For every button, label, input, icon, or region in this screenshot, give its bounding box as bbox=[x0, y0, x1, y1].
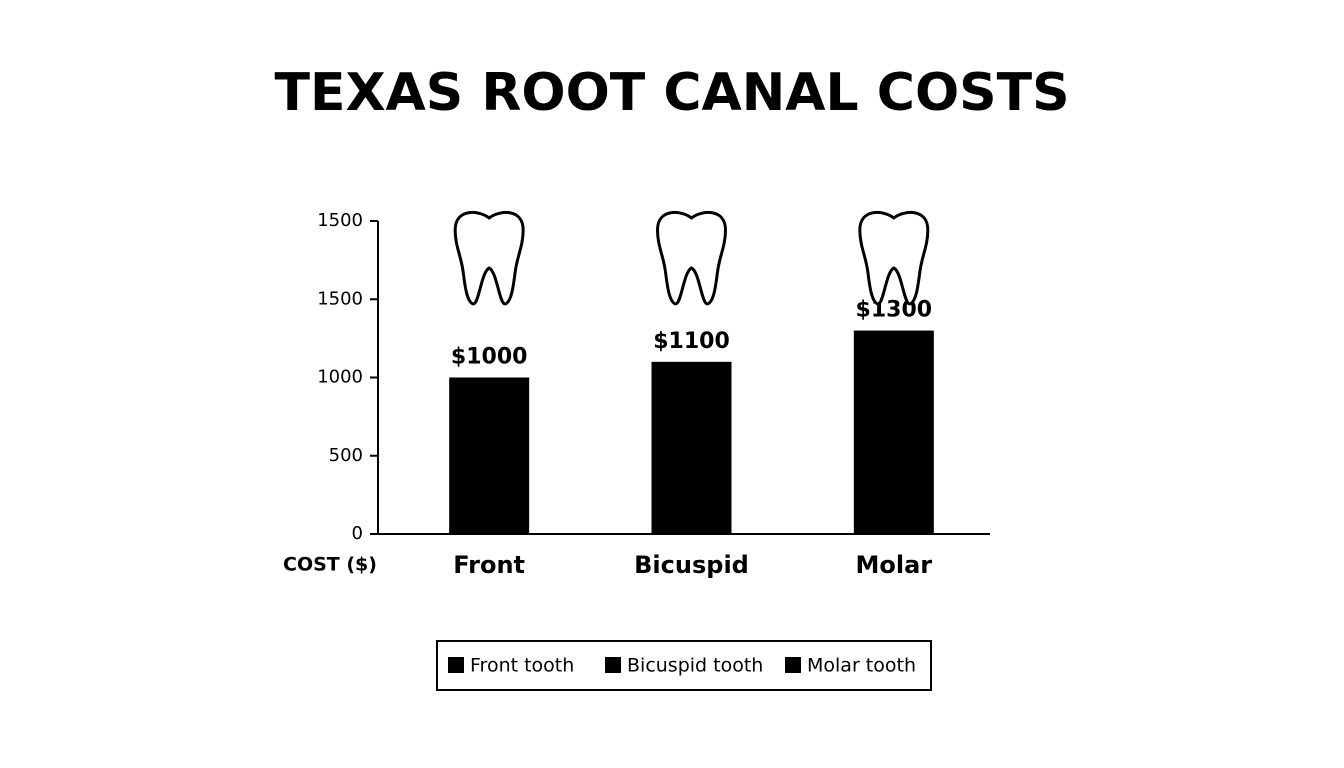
legend-label: Front tooth bbox=[470, 655, 574, 677]
y-tick-label: 0 bbox=[352, 523, 363, 544]
x-tick-label: Front bbox=[453, 551, 525, 579]
bar bbox=[651, 361, 732, 534]
x-tick-label: Molar bbox=[856, 551, 933, 579]
y-tick-label: 1500 bbox=[317, 288, 363, 309]
legend-swatch bbox=[448, 657, 464, 673]
y-tick-label: 1000 bbox=[317, 367, 363, 388]
bar bbox=[853, 330, 934, 534]
legend-label: Molar tooth bbox=[807, 655, 916, 677]
y-axis-label: COST ($) bbox=[283, 554, 377, 576]
x-tick-label: Bicuspid bbox=[634, 551, 749, 579]
tooth-icon bbox=[655, 210, 728, 306]
tooth-icon bbox=[858, 210, 930, 306]
bar bbox=[449, 377, 530, 534]
legend-swatch bbox=[605, 657, 621, 673]
chart-title: TEXAS ROOT CANAL COSTS bbox=[274, 63, 1069, 123]
tooth-icon bbox=[453, 210, 525, 306]
legend-label: Bicuspid tooth bbox=[627, 655, 763, 677]
value-label: $1300 bbox=[856, 298, 933, 323]
legend-box bbox=[436, 640, 932, 691]
y-tick-label: 500 bbox=[329, 445, 363, 466]
value-label: $1100 bbox=[653, 329, 730, 354]
y-tick-label: 1500 bbox=[317, 210, 363, 231]
legend-swatch bbox=[785, 657, 801, 673]
value-label: $1000 bbox=[451, 345, 528, 370]
